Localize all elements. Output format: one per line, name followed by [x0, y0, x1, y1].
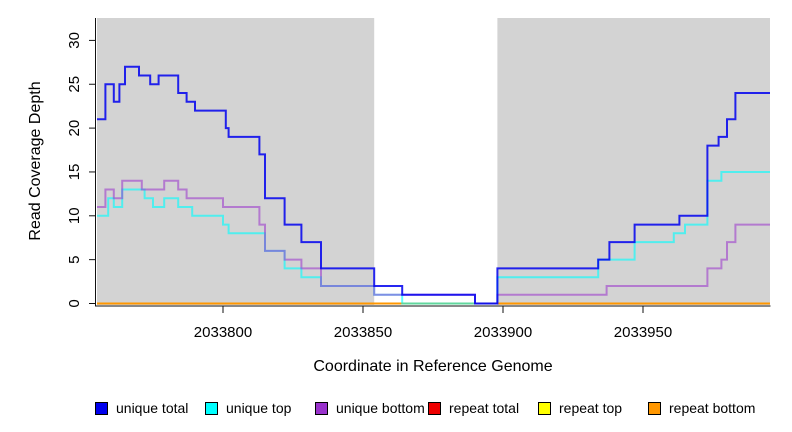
x-axis-title: Coordinate in Reference Genome: [313, 358, 553, 375]
x-tick-label: 2033950: [614, 324, 672, 341]
series-unique-total: [97, 65, 770, 305]
y-tick-label: 20: [66, 120, 83, 137]
plot-panel-left: [97, 18, 375, 305]
legend-label: unique bottom: [336, 400, 425, 416]
legend-item-unique-top: unique top: [205, 400, 291, 416]
legend-label: repeat total: [449, 400, 520, 416]
y-tick-label: 15: [66, 164, 83, 181]
y-tick-label: 10: [66, 207, 83, 224]
legend-item-repeat-bottom: repeat bottom: [648, 400, 755, 416]
x-tick-label: 2033800: [194, 324, 252, 341]
legend-label: unique total: [116, 400, 189, 416]
y-tick-label: 25: [66, 76, 83, 93]
legend-swatch-icon: [205, 401, 218, 415]
legend-swatch-icon: [428, 401, 441, 415]
legend-item-unique-bottom: unique bottom: [315, 400, 425, 416]
series-unique-bottom: [97, 179, 770, 305]
legend-item-unique-total: unique total: [95, 400, 188, 416]
legend-swatch-icon: [95, 401, 108, 415]
x-tick-label: 2033900: [474, 324, 532, 341]
legend-label: unique top: [226, 400, 292, 416]
y-axis-title: Read Coverage Depth: [27, 81, 44, 241]
legend-label: repeat top: [559, 400, 623, 416]
coverage-plot: 0 5 10 15 20 25 30 2033800 2033850 2033900 2033950: [66, 18, 771, 341]
y-tick-label: 0: [66, 299, 83, 307]
legend-item-repeat-top: repeat top: [538, 400, 622, 416]
y-tick-label: 5: [66, 255, 83, 263]
x-tick-label: 2033850: [334, 324, 392, 341]
legend-swatch-icon: [538, 401, 551, 415]
plot-panel-right: [497, 18, 770, 305]
legend-swatch-icon: [648, 401, 661, 415]
legend-label: repeat bottom: [669, 400, 756, 416]
y-tick-label: 30: [66, 32, 83, 49]
legend-swatch-icon: [315, 401, 328, 415]
legend-item-repeat-total: repeat total: [428, 400, 519, 416]
